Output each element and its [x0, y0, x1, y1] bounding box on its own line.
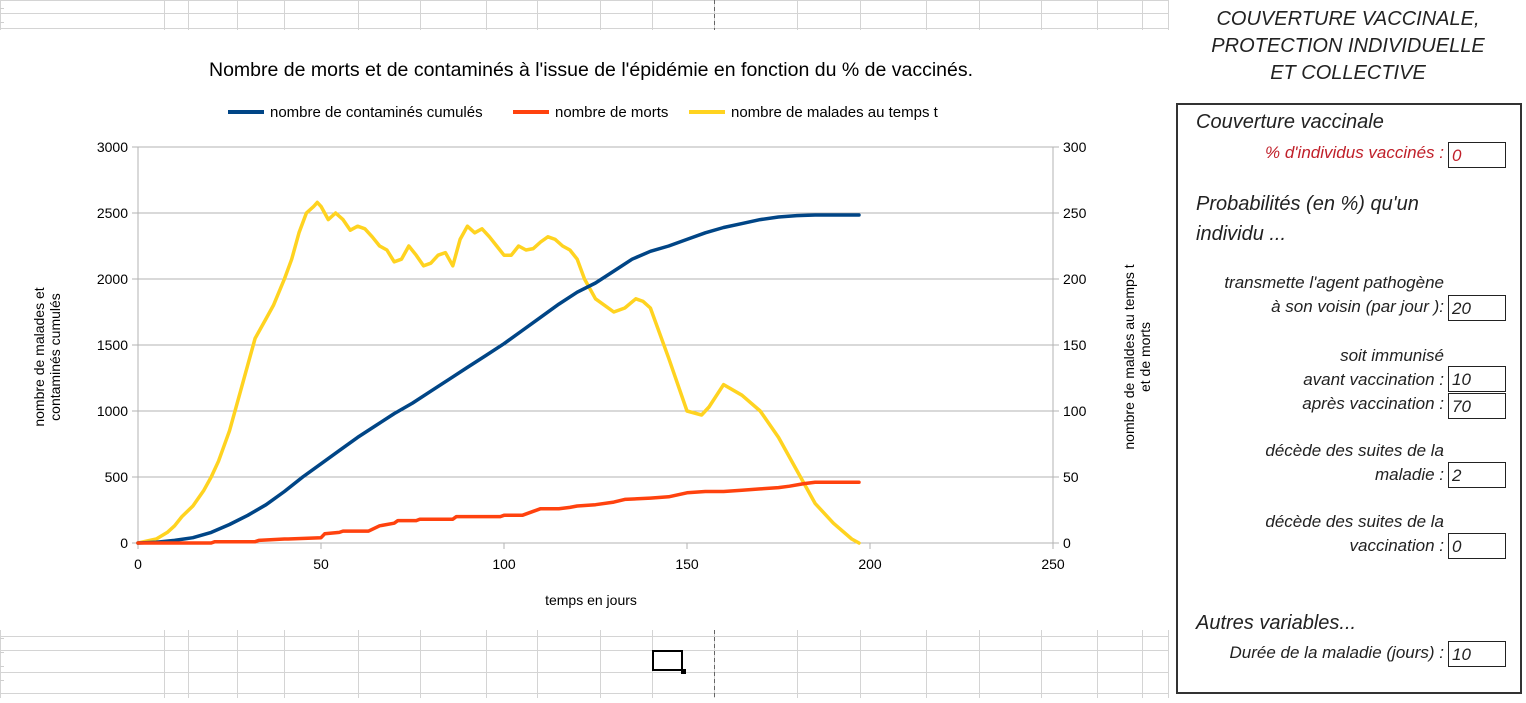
- panel-title-line1: COUVERTURE VACCINALE,: [1216, 8, 1480, 30]
- y2-tick-label: 0: [1063, 535, 1071, 551]
- death-disease-label-line2: maladie :: [1375, 465, 1444, 484]
- disease-duration-field[interactable]: 10: [1448, 641, 1506, 667]
- x-tick-label: 50: [313, 556, 329, 572]
- y2-axis-tick-labels: 0 50 100 150 200 250 300: [1063, 139, 1087, 551]
- x-tick-label: 150: [675, 556, 699, 572]
- pct-vaccinated-label: % d'individus vaccinés :: [1265, 143, 1444, 162]
- y2-tick-label: 250: [1063, 205, 1087, 221]
- y-axis-label: nombre de malades et contaminés cumulés: [31, 287, 63, 426]
- death-disease-label-line1: décède des suites de la: [1265, 441, 1444, 460]
- x-axis-label: temps en jours: [545, 592, 637, 608]
- x-tick-label: 250: [1041, 556, 1065, 572]
- y-tick-label: 1500: [97, 337, 128, 353]
- series-line-morts: [136, 480, 861, 545]
- epidemic-chart[interactable]: Nombre de morts et de contaminés à l'iss…: [0, 0, 1170, 630]
- x-tick-label: 0: [134, 556, 142, 572]
- y2-tick-label: 50: [1063, 469, 1079, 485]
- legend-label-contamines: nombre de contaminés cumulés: [270, 104, 483, 121]
- legend-label-malades: nombre de malades au temps t: [731, 104, 939, 121]
- death-vaccination-label-line1: décède des suites de la: [1265, 512, 1444, 531]
- y-axis-label-line1: nombre de malades et: [31, 287, 47, 426]
- chart-title: Nombre de morts et de contaminés à l'iss…: [209, 59, 973, 81]
- y2-tick-label: 200: [1063, 271, 1087, 287]
- series-line-malades: [136, 200, 861, 545]
- section-probabilities-heading-line1: Probabilités (en %) qu'un: [1196, 193, 1419, 215]
- x-axis-tick-labels: 0 50 100 150 200 250: [134, 556, 1065, 572]
- before-vaccination-label: avant vaccination :: [1303, 370, 1444, 389]
- legend-label-morts: nombre de morts: [555, 104, 668, 121]
- panel-title-line2: PROTECTION INDIVIDUELLE: [1211, 35, 1485, 57]
- chart-gridlines: [138, 146, 1053, 478]
- death-disease-field[interactable]: 2: [1448, 462, 1506, 488]
- x-tick-label: 100: [492, 556, 516, 572]
- after-vaccination-label: après vaccination :: [1302, 394, 1444, 413]
- panel-title-line3: ET COLLECTIVE: [1270, 62, 1426, 84]
- y-tick-label: 2000: [97, 271, 128, 287]
- series-line-contamines: [136, 213, 861, 545]
- transmit-label-line1: transmette l'agent pathogène: [1224, 273, 1444, 292]
- chart-legend: nombre de contaminés cumulés nombre de m…: [228, 104, 939, 121]
- panel-title: COUVERTURE VACCINALE, PROTECTION INDIVID…: [1170, 6, 1526, 87]
- y-axis-tick-labels: 0 500 1000 1500 2000 2500 3000: [97, 139, 128, 551]
- y-tick-label: 2500: [97, 205, 128, 221]
- immunized-label: soit immunisé: [1340, 346, 1444, 365]
- after-vaccination-field[interactable]: 70: [1448, 393, 1506, 419]
- death-vaccination-label-line2: vaccination :: [1349, 536, 1445, 555]
- y2-tick-label: 150: [1063, 337, 1087, 353]
- y-tick-label: 0: [120, 535, 128, 551]
- transmit-label-line2: à son voisin (par jour ):: [1271, 297, 1444, 316]
- before-vaccination-field[interactable]: 10: [1448, 366, 1506, 392]
- y2-tick-label: 300: [1063, 139, 1087, 155]
- active-cell-cursor[interactable]: [652, 650, 683, 671]
- y-tick-label: 1000: [97, 403, 128, 419]
- cell-fill-handle[interactable]: [681, 669, 686, 674]
- pct-vaccinated-field[interactable]: 0: [1448, 142, 1506, 168]
- death-vaccination-field[interactable]: 0: [1448, 533, 1506, 559]
- chart-area-background: [0, 30, 1168, 630]
- y2-axis-label-line1: nombre de maldes au temps t: [1121, 264, 1137, 449]
- chart-series: [136, 200, 861, 545]
- section-probabilities-heading-line2: individu ...: [1196, 223, 1287, 245]
- y-tick-label: 3000: [97, 139, 128, 155]
- y2-axis-label-line2: et de morts: [1137, 322, 1153, 392]
- duration-label: Durée de la maladie (jours) :: [1229, 643, 1444, 662]
- section-other-heading: Autres variables...: [1196, 612, 1357, 634]
- transmit-probability-field[interactable]: 20: [1448, 295, 1506, 321]
- y-tick-label: 500: [105, 469, 129, 485]
- y2-tick-label: 100: [1063, 403, 1087, 419]
- x-tick-label: 200: [858, 556, 882, 572]
- section-vaccination-heading: Couverture vaccinale: [1196, 111, 1384, 133]
- parameters-panel: Couverture vaccinale % d'individus vacci…: [1176, 103, 1522, 694]
- y-axis-label-line2: contaminés cumulés: [47, 293, 63, 421]
- y2-axis-label: nombre de maldes au temps t et de morts: [1121, 264, 1153, 449]
